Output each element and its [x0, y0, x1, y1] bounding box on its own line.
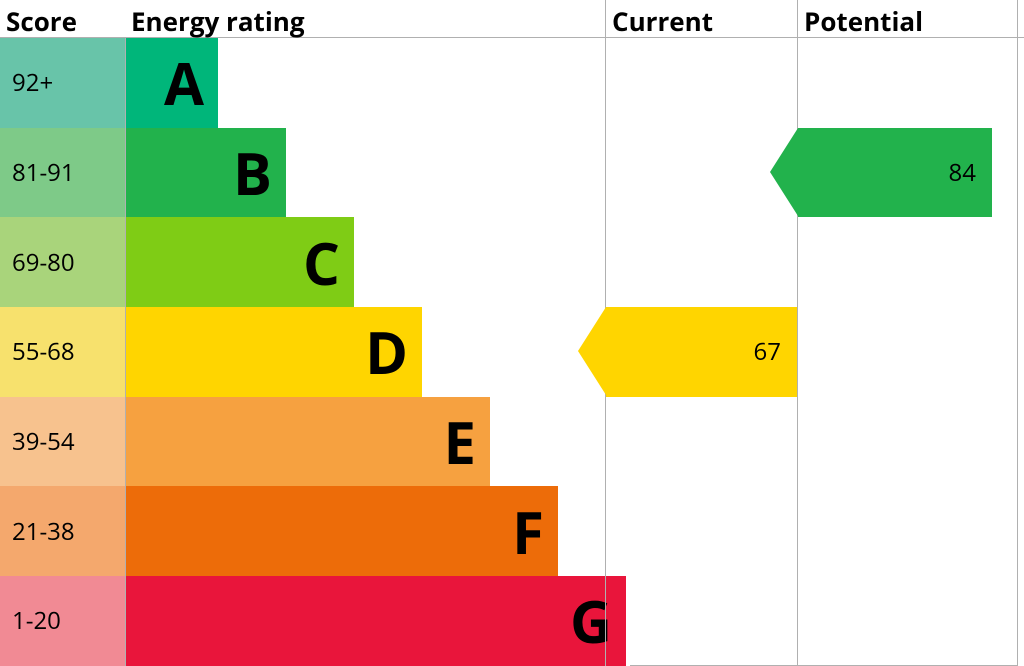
header-row: Score Energy rating Current Potential [0, 0, 1024, 38]
rating-bar-f: F [126, 486, 558, 576]
rating-bar-a: A [126, 38, 218, 128]
rating-column: ABCDEFG [125, 38, 605, 666]
rating-bar-b: B [126, 128, 286, 218]
score-cell: 92+ [0, 38, 125, 128]
score-cell: 69-80 [0, 217, 125, 307]
rating-row: A [126, 38, 605, 128]
score-cell: 1-20 [0, 576, 125, 666]
rating-row: G [126, 576, 605, 666]
score-cell: 21-38 [0, 486, 125, 576]
score-cell: 55-68 [0, 307, 125, 397]
header-rating: Energy rating [125, 0, 605, 37]
score-cell: 39-54 [0, 397, 125, 487]
rating-row: C [126, 217, 605, 307]
rating-row: E [126, 397, 605, 487]
rating-row: B [126, 128, 605, 218]
score-column: 92+81-9169-8055-6839-5421-381-20 [0, 38, 125, 666]
header-potential: Potential [798, 0, 992, 37]
current-marker: 67 [606, 307, 797, 397]
potential-marker: 84 [798, 128, 992, 218]
header-score: Score [0, 0, 125, 37]
rating-row: D [126, 307, 605, 397]
body-row: 92+81-9169-8055-6839-5421-381-20 ABCDEFG… [0, 38, 1024, 666]
rating-bar-g: G [126, 576, 626, 666]
rating-bar-c: C [126, 217, 354, 307]
score-cell: 81-91 [0, 128, 125, 218]
rating-bar-d: D [126, 307, 422, 397]
potential-column: 84 [798, 38, 992, 666]
epc-chart: Score Energy rating Current Potential 92… [0, 0, 1024, 666]
header-current: Current [605, 0, 798, 37]
rating-bar-e: E [126, 397, 490, 487]
rating-row: F [126, 486, 605, 576]
